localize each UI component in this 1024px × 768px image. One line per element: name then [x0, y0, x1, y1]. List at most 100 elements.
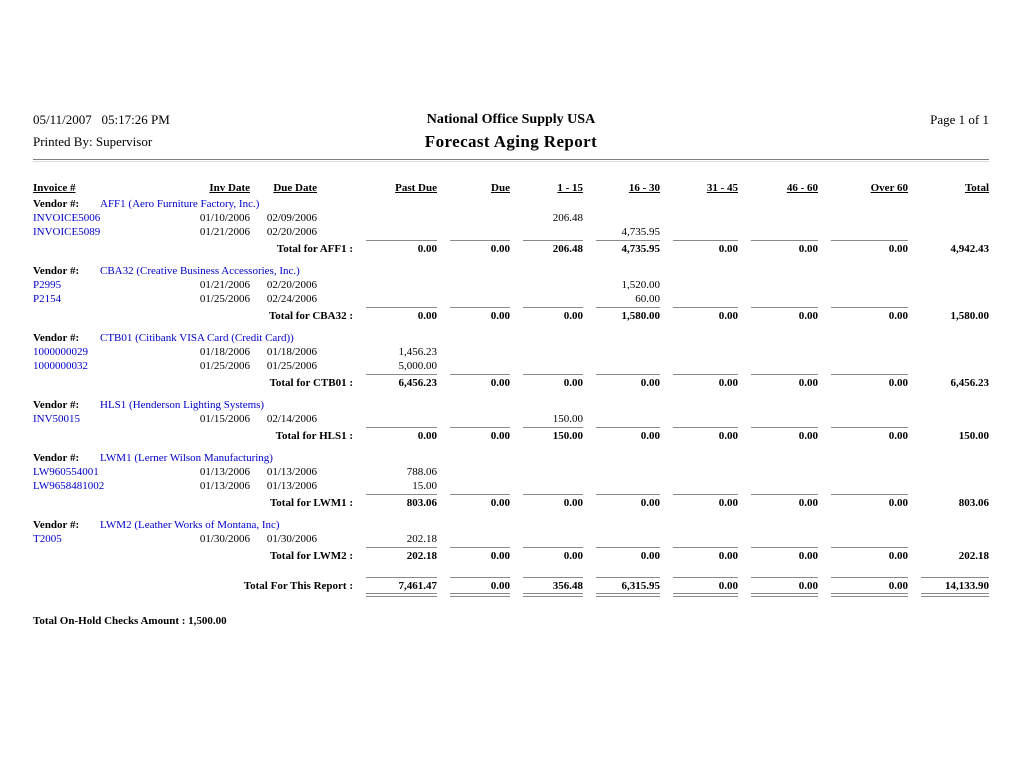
vendor-row: Vendor #: AFF1 (Aero Furniture Factory, I… [33, 194, 989, 210]
vendor-total-label: Total for AFF1 : [276, 243, 353, 255]
report-total-label: Total For This Report : [243, 580, 353, 592]
vendor-total-46-60: 0.00 [751, 427, 818, 442]
vendor-total-1-15: 150.00 [523, 427, 583, 442]
bucket-over-60-cell [818, 531, 908, 545]
printed-by: Printed By: Supervisor [33, 134, 153, 149]
vendor-name-link[interactable]: CBA32 (Creative Business Accessories, In… [100, 265, 300, 277]
vendor-total-past-due: 803.06 [366, 494, 437, 509]
report-title: Forecast Aging Report [424, 132, 598, 151]
bucket-31-45-cell [660, 531, 738, 545]
vendor-total-46-60: 0.00 [751, 240, 818, 255]
invoice-id-link[interactable]: INVOICE5089 [33, 226, 101, 238]
vendor-total-16-30: 1,580.00 [596, 307, 660, 322]
bucket-1-15-cell [510, 344, 583, 358]
invoice-id-link[interactable]: T2005 [33, 533, 62, 545]
col-header-due: Due [491, 182, 510, 194]
col-header-31-45: 31 - 45 [706, 182, 738, 194]
vendor-total-over-60: 0.00 [831, 494, 908, 509]
section-spacer [33, 562, 989, 575]
vendor-total-1-15: 206.48 [523, 240, 583, 255]
col-header-16-30: 16 - 30 [628, 182, 660, 194]
bucket-over-60-cell [818, 358, 908, 372]
past-due-cell [353, 277, 437, 291]
invoice-id-link[interactable]: P2995 [33, 279, 62, 291]
bucket-46-60-cell [738, 464, 818, 478]
due-cell [437, 344, 510, 358]
invoice-id-link[interactable]: LW9658481002 [33, 480, 105, 492]
vendor-name-link[interactable]: AFF1 (Aero Furniture Factory, Inc.) [100, 198, 260, 210]
vendor-name-link[interactable]: LWM2 (Leather Works of Montana, Inc) [100, 519, 280, 531]
bucket-16-30-cell [583, 358, 660, 372]
due-date-cell: 02/20/2006 [266, 279, 317, 291]
vendor-total-due: 0.00 [450, 547, 510, 562]
vendor-total-46-60: 0.00 [751, 307, 818, 322]
invoice-row: 1000000029 01/18/2006 01/18/2006 1,456.2… [33, 344, 989, 358]
vendor-total-label: Total for HLS1 : [275, 430, 353, 442]
vendor-label: Vendor #: [33, 399, 80, 411]
vendor-total-past-due: 0.00 [366, 307, 437, 322]
invoice-id-link[interactable]: INVOICE5006 [33, 212, 101, 224]
double-rule [673, 593, 738, 597]
report-total-1-15: 356.48 [523, 577, 583, 592]
vendor-total-31-45: 0.00 [673, 240, 738, 255]
due-cell [437, 224, 510, 238]
invoice-id-link[interactable]: 1000000032 [33, 360, 88, 372]
vendor-total-46-60: 0.00 [751, 547, 818, 562]
vendor-total-31-45: 0.00 [673, 427, 738, 442]
invoice-id-link[interactable]: P2154 [33, 293, 62, 305]
bucket-31-45-cell [660, 210, 738, 224]
bucket-over-60-cell [818, 277, 908, 291]
past-due-cell: 5,000.00 [398, 360, 438, 372]
bucket-1-15-cell [510, 358, 583, 372]
on-hold-total: Total On-Hold Checks Amount : 1,500.00 [33, 615, 227, 627]
due-cell [437, 277, 510, 291]
bucket-46-60-cell [738, 210, 818, 224]
bucket-16-30-cell [583, 464, 660, 478]
double-rule [366, 593, 437, 597]
bucket-16-30-cell [583, 411, 660, 425]
invoice-id-link[interactable]: 1000000029 [33, 346, 88, 358]
vendor-total-total: 202.18 [958, 550, 989, 562]
bucket-over-60-cell [818, 464, 908, 478]
col-header-total: Total [964, 182, 989, 194]
total-cell [908, 358, 989, 372]
invoice-row: INV50015 01/15/2006 02/14/2006 150.00 [33, 411, 989, 425]
invoice-row: P2995 01/21/2006 02/20/2006 1,520.00 [33, 277, 989, 291]
bucket-46-60-cell [738, 344, 818, 358]
double-rule [596, 593, 660, 597]
vendor-label: Vendor #: [33, 198, 80, 210]
vendor-total-1-15: 0.00 [523, 307, 583, 322]
due-cell [437, 531, 510, 545]
vendor-total-total: 4,942.43 [950, 243, 990, 255]
bucket-46-60-cell [738, 478, 818, 492]
col-header-over-60: Over 60 [870, 182, 908, 194]
vendor-label: Vendor #: [33, 265, 80, 277]
bucket-over-60-cell [818, 478, 908, 492]
invoice-row: LW960554001 01/13/2006 01/13/2006 788.06 [33, 464, 989, 478]
invoice-id-link[interactable]: LW960554001 [33, 466, 99, 478]
bucket-1-15-cell [510, 478, 583, 492]
vendor-total-1-15: 0.00 [523, 494, 583, 509]
vendor-total-over-60: 0.00 [831, 307, 908, 322]
report-total-46-60: 0.00 [751, 577, 818, 592]
vendor-total-over-60: 0.00 [831, 427, 908, 442]
due-cell [437, 411, 510, 425]
vendor-total-row: Total for LWM2 : 202.18 0.00 0.00 0.00 0… [33, 545, 989, 562]
total-cell [908, 210, 989, 224]
vendor-total-due: 0.00 [450, 427, 510, 442]
vendor-total-label: Total for CBA32 : [268, 310, 353, 322]
bucket-46-60-cell [738, 531, 818, 545]
bucket-1-15-cell [510, 464, 583, 478]
total-cell [908, 464, 989, 478]
invoice-row: 1000000032 01/25/2006 01/25/2006 5,000.0… [33, 358, 989, 372]
bucket-46-60-cell [738, 224, 818, 238]
col-header-invoice: Invoice # [33, 182, 76, 194]
vendor-name-link[interactable]: LWM1 (Lerner Wilson Manufacturing) [100, 452, 273, 464]
inv-date-cell: 01/25/2006 [199, 360, 250, 372]
invoice-id-link[interactable]: INV50015 [33, 413, 81, 425]
bucket-31-45-cell [660, 411, 738, 425]
past-due-cell: 788.06 [406, 466, 437, 478]
vendor-name-link[interactable]: HLS1 (Henderson Lighting Systems) [100, 399, 265, 411]
vendor-name-link[interactable]: CTB01 (Citibank VISA Card (Credit Card)) [100, 332, 294, 344]
company-name: National Office Supply USA [426, 112, 596, 127]
